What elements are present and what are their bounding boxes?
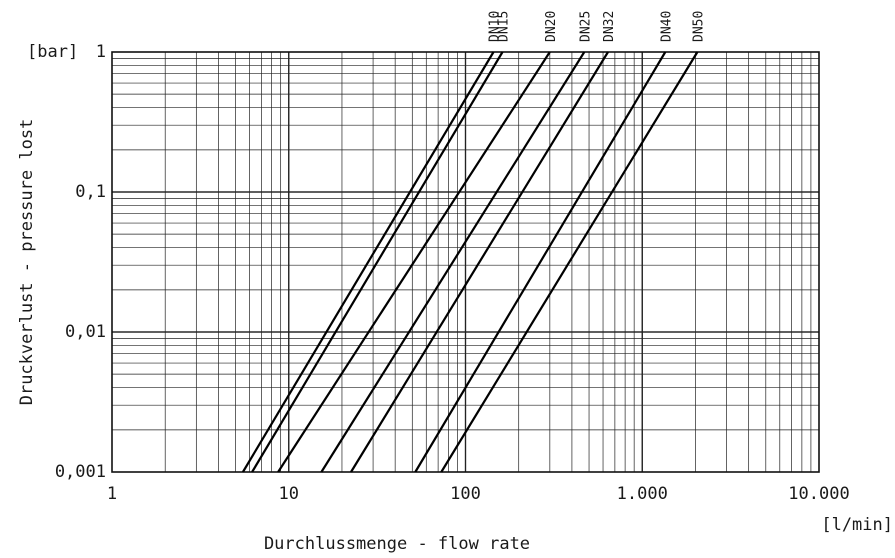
- x-tick-label: 1: [107, 484, 117, 504]
- series-label-dn32: DN32: [602, 11, 617, 42]
- series-label-dn15: DN15: [497, 11, 512, 42]
- series-label-dn25: DN25: [578, 11, 593, 42]
- series-label-dn40: DN40: [659, 11, 674, 42]
- series-line-dn32: [350, 51, 609, 473]
- x-tick-label: 100: [450, 484, 481, 504]
- series-line-dn50: [440, 51, 699, 473]
- y-axis-title: Druckverlust - pressure lost: [17, 119, 37, 406]
- y-tick-label: 0,1: [75, 182, 106, 202]
- x-tick-label: 1.000: [617, 484, 668, 504]
- series-line-dn15: [251, 51, 504, 473]
- series-line-dn40: [414, 51, 667, 473]
- y-tick-label: 0,01: [65, 322, 106, 342]
- series-label-dn20: DN20: [544, 11, 559, 42]
- series-line-dn10: [241, 51, 495, 473]
- series-label-dn10: DN10: [488, 11, 503, 42]
- x-axis-title: Durchlussmenge - flow rate: [264, 534, 530, 554]
- series-lines: [241, 51, 699, 473]
- x-tick-label: 10.000: [788, 484, 849, 504]
- plot-frame: [111, 51, 820, 473]
- series-line-dn20: [277, 51, 551, 473]
- series-line-dn25: [320, 51, 586, 473]
- grid: [112, 52, 819, 472]
- y-tick-label: 0,001: [55, 462, 106, 482]
- series-label-dn50: DN50: [691, 11, 706, 42]
- y-unit-label: [bar]: [27, 42, 78, 62]
- x-unit-label: [l/min]: [821, 515, 893, 535]
- y-tick-label: 1: [96, 42, 106, 62]
- x-tick-label: 10: [279, 484, 299, 504]
